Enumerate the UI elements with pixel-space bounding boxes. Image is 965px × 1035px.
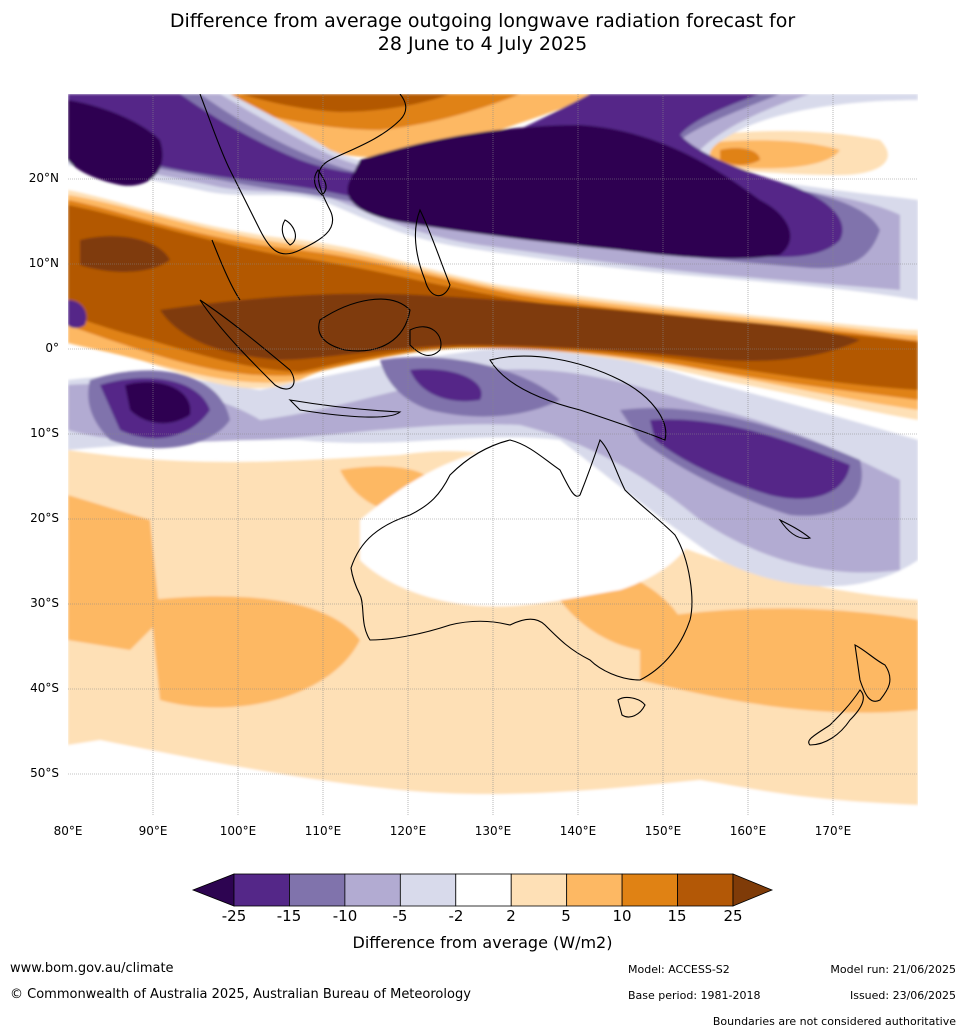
map-title: Difference from average outgoing longwav… [0, 10, 965, 56]
colorbar-swatch [399, 873, 457, 907]
coast-tasmania [617, 696, 646, 718]
lon-label: 120°E [389, 824, 427, 838]
coast-sumatra [199, 299, 295, 390]
colorbar-swatch [677, 873, 734, 907]
coast-java [288, 399, 402, 418]
coast-nz-south [808, 689, 864, 746]
copyright-text: © Commonwealth of Australia 2025, Austra… [10, 987, 471, 1002]
website-link[interactable]: www.bom.gov.au/climate [10, 961, 174, 976]
colorbar-tick: 25 [723, 907, 743, 925]
coast-australia [350, 438, 693, 681]
lon-label: 130°E [474, 824, 512, 838]
title-line-1: Difference from average outgoing longwav… [169, 10, 796, 32]
colorbar-tick: -2 [448, 907, 464, 925]
coast-new-guinea [489, 355, 667, 441]
model-run-info: Model run: 21/06/2025 [830, 963, 956, 976]
colorbar-tick: -5 [392, 907, 408, 925]
issued-info: Issued: 23/06/2025 [849, 989, 956, 1002]
lat-label: 50°S [30, 766, 59, 780]
boundaries-disclaimer: Boundaries are not considered authoritat… [712, 1015, 956, 1028]
colorbar-extend-high [732, 873, 774, 907]
coast-philippines [414, 208, 451, 297]
colorbar-extend-low [191, 873, 235, 907]
lon-label: 140°E [559, 824, 597, 838]
colorbar-label: Difference from average (W/m2) [352, 933, 613, 952]
colorbar-tick: 2 [506, 907, 516, 925]
colorbar-swatch [455, 873, 512, 907]
lon-label: 110°E [304, 824, 342, 838]
colorbar-tick: -10 [332, 907, 358, 925]
lat-label: 30°S [30, 596, 59, 610]
coast-new-caledonia [778, 518, 812, 539]
colorbar-tick: -15 [276, 907, 302, 925]
coast-borneo [318, 298, 411, 352]
coast-southeast-asia [199, 94, 407, 255]
lon-label: 100°E [219, 824, 257, 838]
lat-label: 0° [45, 341, 59, 355]
coast-hainan [281, 219, 296, 246]
colorbar-swatch [566, 873, 623, 907]
colorbar-tick: -25 [221, 907, 247, 925]
lat-label: 10°S [30, 426, 59, 440]
lon-label: 90°E [138, 824, 168, 838]
colorbar-swatch [621, 873, 678, 907]
lat-label: 10°N [28, 256, 59, 270]
lat-label: 20°N [28, 171, 59, 185]
lon-label: 80°E [53, 824, 83, 838]
lat-label: 40°S [30, 681, 59, 695]
base-period-info: Base period: 1981-2018 [628, 989, 761, 1002]
coast-nz-north [854, 644, 891, 702]
lon-label: 170°E [814, 824, 852, 838]
graticule [68, 94, 918, 816]
model-info: Model: ACCESS-S2 [628, 963, 730, 976]
colorbar-swatch [344, 873, 401, 907]
colorbar-tick: 10 [612, 907, 632, 925]
coast-sulawesi [409, 326, 442, 356]
lon-label: 150°E [644, 824, 682, 838]
lon-label: 160°E [729, 824, 767, 838]
colorbar-swatch [233, 873, 290, 907]
colorbar-swatch [289, 873, 346, 907]
lat-label: 20°S [30, 511, 59, 525]
title-line-2: 28 June to 4 July 2025 [377, 33, 588, 55]
colorbar-tick: 5 [561, 907, 571, 925]
colorbar-tick: 15 [667, 907, 687, 925]
colorbar-swatch [510, 873, 568, 907]
coast-malay-peninsula [211, 239, 241, 301]
coastlines [199, 94, 891, 746]
